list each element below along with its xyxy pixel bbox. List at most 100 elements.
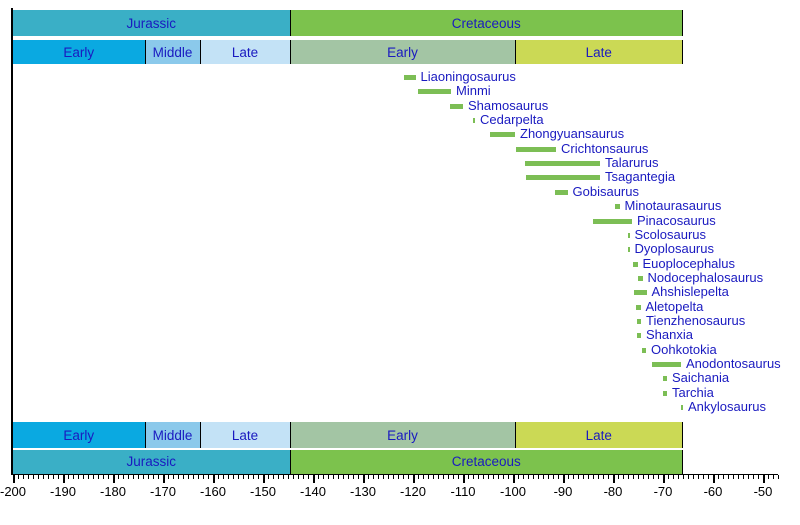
axis-tick-minor: [253, 475, 255, 479]
taxon-label-link[interactable]: Tarchia: [672, 384, 714, 400]
axis-tick-label: -200: [0, 483, 27, 499]
axis-tick-minor: [633, 475, 635, 479]
taxon-label-link[interactable]: Saichania: [672, 370, 730, 386]
axis-tick-minor: [28, 475, 30, 479]
axis-tick-minor: [308, 475, 310, 479]
axis-tick-major: [563, 475, 565, 483]
taxon-label-link[interactable]: Minotaurasaurus: [624, 198, 722, 214]
axis-tick-label: -160: [199, 483, 227, 499]
axis-tick-minor: [408, 475, 410, 479]
taxon-label-link[interactable]: Aletopelta: [645, 298, 704, 314]
axis-tick-label: -140: [299, 483, 327, 499]
epoch-segment-late-2: Late: [200, 40, 291, 64]
axis-tick-label: -170: [149, 483, 177, 499]
taxon-label-link[interactable]: Zhongyuansaurus: [520, 126, 625, 142]
axis-tick-minor: [718, 475, 720, 479]
axis-tick-minor: [648, 475, 650, 479]
period-segment-jurassic-0: Jurassic: [13, 450, 291, 474]
axis-tick-minor: [723, 475, 725, 479]
taxon-range-bar: [525, 175, 600, 181]
axis-tick-minor: [668, 475, 670, 479]
taxon-label-link[interactable]: Dyoplosaurus: [634, 241, 715, 257]
epoch-segment-late-2: Late: [200, 422, 291, 448]
axis-tick-label: -120: [399, 483, 427, 499]
taxon-label-link[interactable]: Oohkotokia: [651, 341, 717, 357]
axis-tick-minor: [103, 475, 105, 479]
period-segment-cretaceous-1: Cretaceous: [290, 450, 683, 474]
taxon-label-link[interactable]: Shamosaurus: [468, 97, 549, 113]
taxon-label-link[interactable]: Scolosaurus: [634, 226, 707, 242]
axis-tick-minor: [223, 475, 225, 479]
epoch-segment-early-0: Early: [13, 422, 146, 448]
axis-tick-major: [413, 475, 415, 483]
axis-tick-minor: [403, 475, 405, 479]
axis-tick-major: [613, 475, 615, 483]
taxon-label-link[interactable]: Cedarpelta: [480, 112, 544, 128]
axis-tick-minor: [323, 475, 325, 479]
axis-tick-minor: [78, 475, 80, 479]
axis-tick-minor: [58, 475, 60, 479]
axis-tick-minor: [398, 475, 400, 479]
axis-tick-major: [213, 475, 215, 483]
axis-tick-minor: [703, 475, 705, 479]
axis-tick-minor: [83, 475, 85, 479]
axis-tick-minor: [208, 475, 210, 479]
axis-tick-label: -100: [499, 483, 527, 499]
axis-tick-minor: [468, 475, 470, 479]
taxon-range-bar: [555, 189, 568, 195]
taxon-label-link[interactable]: Gobisaurus: [572, 183, 639, 199]
taxon-range-bar: [627, 232, 630, 238]
taxon-range-bar: [404, 75, 416, 80]
epoch-segment-early-3: Early: [290, 422, 516, 448]
axis-tick-minor: [183, 475, 185, 479]
taxon-label-link[interactable]: Shanxia: [646, 327, 693, 343]
axis-tick-minor: [758, 475, 760, 479]
axis-tick-minor: [433, 475, 435, 479]
axis-tick-minor: [578, 475, 580, 479]
axis-tick-minor: [628, 475, 630, 479]
taxon-range-bar: [651, 362, 681, 367]
taxon-range-bar: [681, 405, 683, 411]
taxon-label-link[interactable]: Minmi: [456, 83, 491, 99]
axis-tick-minor: [533, 475, 535, 479]
taxon-label-link[interactable]: Tsagantegia: [605, 169, 676, 185]
axis-tick-minor: [338, 475, 340, 479]
axis-tick-label: -90: [553, 483, 573, 499]
taxon-label-link[interactable]: Liaoningosaurus: [420, 69, 516, 84]
axis-tick-minor: [238, 475, 240, 479]
taxon-range-bar: [641, 347, 646, 353]
axis-tick-minor: [118, 475, 120, 479]
axis-tick-minor: [608, 475, 610, 479]
axis-tick-minor: [488, 475, 490, 479]
period-label: Cretaceous: [451, 15, 521, 31]
axis-tick-minor: [603, 475, 605, 479]
taxon-label-link[interactable]: Ankylosaurus: [688, 399, 767, 415]
epoch-segment-late-4: Late: [515, 40, 683, 64]
axis-tick-minor: [18, 475, 20, 479]
axis-tick-minor: [593, 475, 595, 479]
taxon-range-bar: [417, 89, 451, 95]
axis-tick-label: -150: [249, 483, 277, 499]
taxon-label-link[interactable]: Nodocephalosaurus: [647, 269, 764, 285]
axis-tick-minor: [133, 475, 135, 479]
taxon-label-link[interactable]: Pinacosaurus: [637, 212, 716, 228]
taxon-label-link[interactable]: Ahshislepelta: [651, 284, 729, 300]
axis-tick-minor: [198, 475, 200, 479]
axis-tick-minor: [478, 475, 480, 479]
axis-tick-minor: [688, 475, 690, 479]
axis-tick-minor: [268, 475, 270, 479]
taxon-label-link[interactable]: Talarurus: [605, 155, 659, 171]
axis-tick-minor: [553, 475, 555, 479]
axis-tick-major: [163, 475, 165, 483]
axis-tick-minor: [438, 475, 440, 479]
epoch-label: Late: [231, 44, 259, 60]
axis-tick-minor: [428, 475, 430, 479]
taxon-label-link[interactable]: Euoplocephalus: [642, 255, 736, 271]
taxon-label-link[interactable]: Anodontosaurus: [686, 356, 781, 371]
axis-tick-major: [113, 475, 115, 483]
epoch-label: Middle: [152, 427, 193, 443]
taxon-label-link[interactable]: Tienzhenosaurus: [646, 312, 746, 328]
axis-tick-minor: [93, 475, 95, 479]
taxon-label-link[interactable]: Crichtonsaurus: [561, 140, 649, 156]
